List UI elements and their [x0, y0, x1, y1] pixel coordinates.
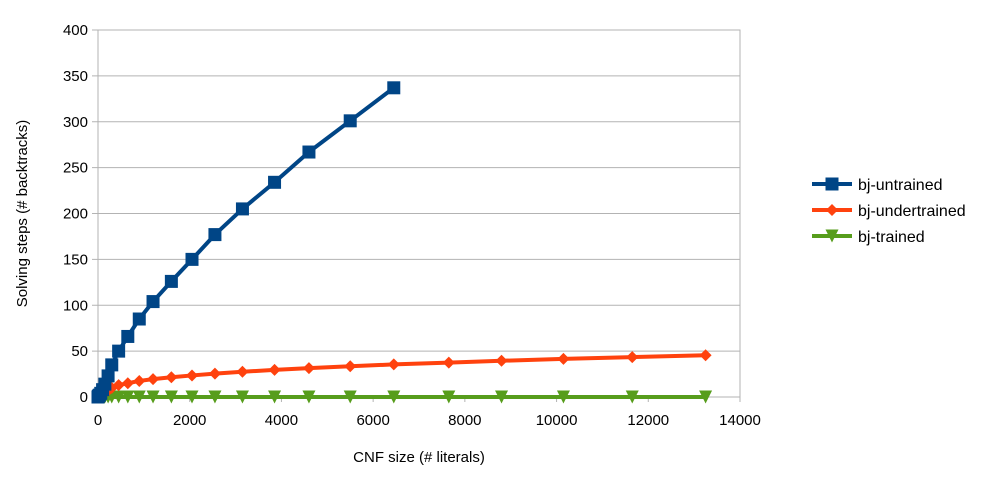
data-point	[442, 356, 455, 369]
data-point	[442, 390, 456, 404]
data-point	[132, 312, 146, 326]
x-axis-title: CNF size (# literals)	[353, 449, 485, 466]
data-point	[235, 390, 249, 404]
y-tick-label: 50	[71, 343, 88, 360]
legend-marker	[826, 204, 838, 216]
x-tick-label: 4000	[265, 412, 298, 429]
data-point	[186, 369, 199, 382]
data-point	[625, 390, 639, 404]
data-point	[235, 202, 249, 216]
data-point	[112, 379, 125, 392]
data-point	[387, 390, 401, 404]
data-point	[387, 358, 400, 371]
legend-marker	[825, 229, 839, 243]
data-point	[164, 274, 178, 288]
y-tick-label: 400	[63, 22, 88, 39]
series-layer	[91, 81, 713, 404]
data-point	[146, 390, 160, 404]
legend-item: bj-untrained	[812, 177, 943, 194]
data-point	[208, 390, 222, 404]
y-axis-title: Solving steps (# backtracks)	[14, 120, 31, 308]
data-point	[268, 175, 282, 189]
data-point	[344, 360, 357, 373]
data-point	[121, 329, 135, 343]
data-point	[556, 390, 570, 404]
legend-label: bj-trained	[858, 229, 925, 246]
grid	[98, 29, 740, 398]
series-line	[96, 85, 396, 399]
data-point	[302, 362, 315, 375]
legend-item: bj-trained	[812, 229, 925, 246]
data-point	[208, 367, 221, 380]
data-point	[387, 81, 401, 95]
data-point	[343, 114, 357, 128]
data-point	[495, 390, 509, 404]
y-tick-label: 300	[63, 114, 88, 131]
series-bj-untrained	[91, 81, 401, 404]
data-point	[495, 354, 508, 367]
data-point	[133, 374, 146, 387]
series-bj-trained	[91, 390, 713, 404]
x-tick-label: 2000	[173, 412, 206, 429]
legend-label: bj-untrained	[858, 177, 943, 194]
data-point	[302, 145, 316, 159]
legend-item: bj-undertrained	[812, 203, 966, 220]
series-bj-undertrained	[92, 349, 712, 403]
x-tick-label: 10000	[536, 412, 578, 429]
y-tick-label: 100	[63, 297, 88, 314]
data-point	[268, 390, 282, 404]
y-tick-label: 250	[63, 160, 88, 177]
data-point	[302, 390, 316, 404]
data-point	[699, 390, 713, 404]
legend: bj-untrained bj-undertrained bj-trained	[812, 177, 966, 246]
data-point	[112, 344, 126, 358]
y-tick-label: 0	[80, 389, 88, 406]
y-tick-label: 150	[63, 251, 88, 268]
data-point	[132, 390, 146, 404]
x-tick-label: 8000	[448, 412, 481, 429]
y-tick-label: 350	[63, 68, 88, 85]
data-point	[121, 390, 135, 404]
data-point	[268, 363, 281, 376]
x-axis: 0 2000 4000 6000 8000 10000 12000 14000	[94, 397, 761, 429]
data-point	[185, 252, 199, 266]
y-axis: 0 50 100 150 200 250 300 350 400	[63, 22, 98, 406]
x-tick-label: 6000	[356, 412, 389, 429]
data-point	[147, 373, 160, 386]
x-tick-label: 0	[94, 412, 102, 429]
legend-marker	[825, 177, 839, 191]
data-point	[105, 358, 119, 372]
data-point	[626, 351, 639, 364]
data-point	[165, 371, 178, 384]
y-tick-label: 200	[63, 206, 88, 223]
data-point	[236, 365, 249, 378]
data-point	[112, 390, 126, 404]
data-point	[146, 295, 160, 309]
data-point	[699, 349, 712, 362]
data-point	[121, 377, 134, 390]
data-point	[101, 369, 115, 383]
x-tick-label: 12000	[627, 412, 669, 429]
data-point	[557, 352, 570, 365]
data-point	[343, 390, 357, 404]
x-tick-label: 14000	[719, 412, 761, 429]
data-point	[164, 390, 178, 404]
data-point	[185, 390, 199, 404]
data-point	[208, 228, 222, 242]
legend-label: bj-undertrained	[858, 203, 966, 220]
